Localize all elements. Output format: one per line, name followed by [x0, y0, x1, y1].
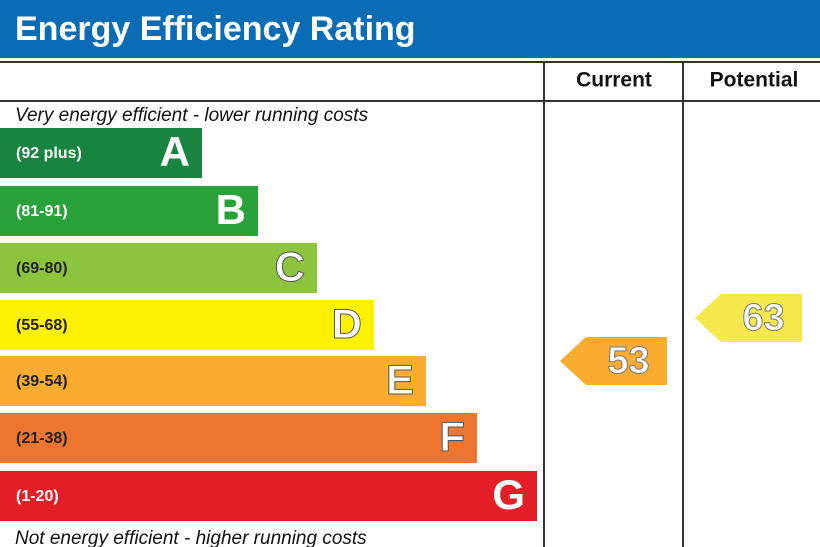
band-range: (1-20) [16, 488, 59, 505]
band-range: (21-38) [16, 430, 68, 447]
band-bar [0, 413, 477, 463]
band-letter: E [386, 356, 414, 403]
rating-arrow [695, 294, 802, 342]
band-range: (39-54) [16, 373, 68, 390]
column-header: Current [576, 69, 652, 92]
band-range: (69-80) [16, 260, 68, 277]
rating-arrow [560, 337, 667, 385]
band-range: (55-68) [16, 317, 68, 334]
band-bar [0, 186, 258, 236]
top-note: Very energy efficient - lower running co… [15, 105, 369, 126]
band-bar [0, 128, 202, 178]
band-range: (92 plus) [16, 145, 82, 162]
bottom-note: Not energy efficient - higher running co… [15, 528, 367, 547]
rating-value: 53 [607, 340, 649, 382]
band-letter: B [216, 186, 246, 233]
column-header: Potential [710, 69, 799, 92]
band-letter: G [492, 471, 525, 518]
band-letter: C [275, 243, 305, 290]
band-bar [0, 300, 374, 350]
header-bar [0, 0, 820, 58]
title: Energy Efficiency Rating [15, 10, 416, 48]
band-bar [0, 471, 537, 521]
band-range: (81-91) [16, 203, 68, 220]
band-letter: A [160, 128, 190, 175]
band-bar [0, 243, 317, 293]
band-bar [0, 356, 426, 406]
band-letter: D [332, 300, 362, 347]
table-lines [0, 61, 820, 547]
rating-value: 63 [742, 297, 784, 339]
band-letter: F [439, 413, 465, 460]
